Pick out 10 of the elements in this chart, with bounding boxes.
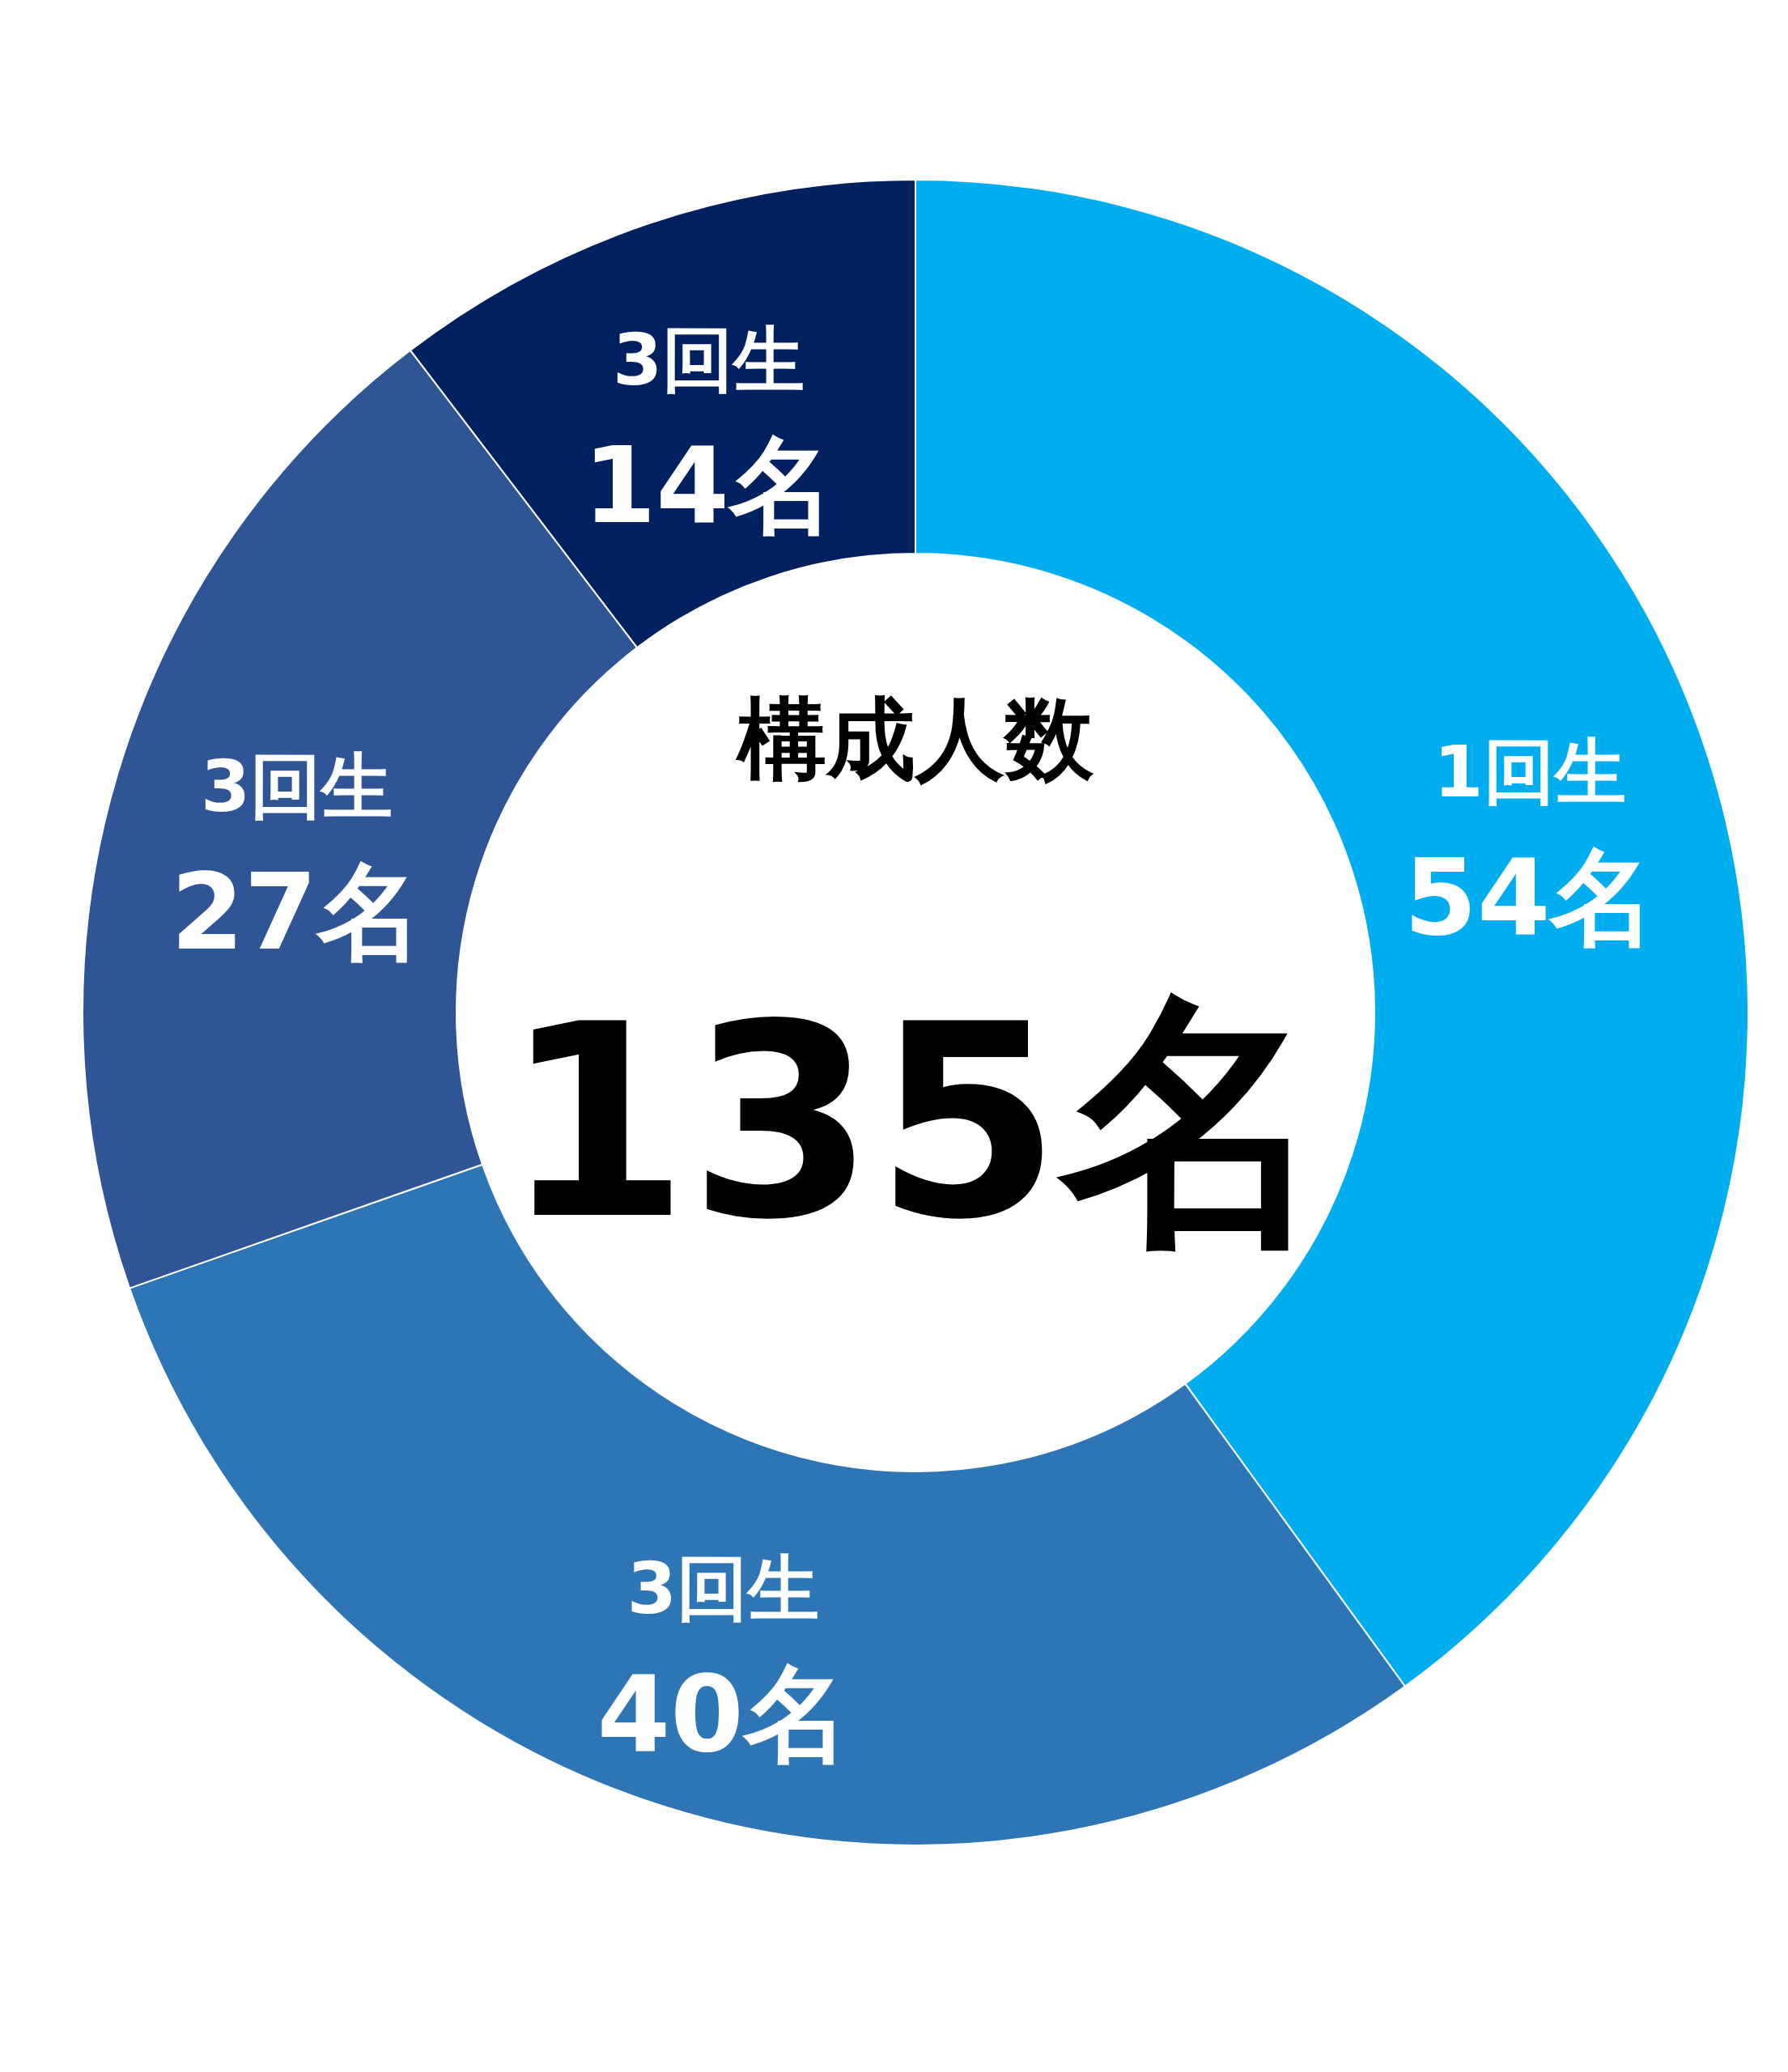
text: 構成人数 (735, 687, 1094, 791)
slice-label: 3回生 (200, 745, 393, 829)
data-label: 54名 (1404, 836, 1656, 960)
data-label: 27名 (171, 851, 423, 974)
slice-label: 3回生 (612, 317, 805, 401)
text: 135名 (503, 967, 1328, 1278)
slice-label: 3回生 (626, 1546, 819, 1630)
slice-label: 1回生 (1433, 730, 1626, 814)
data-label: 14名 (583, 423, 835, 547)
data-label: 40名 (597, 1652, 849, 1776)
